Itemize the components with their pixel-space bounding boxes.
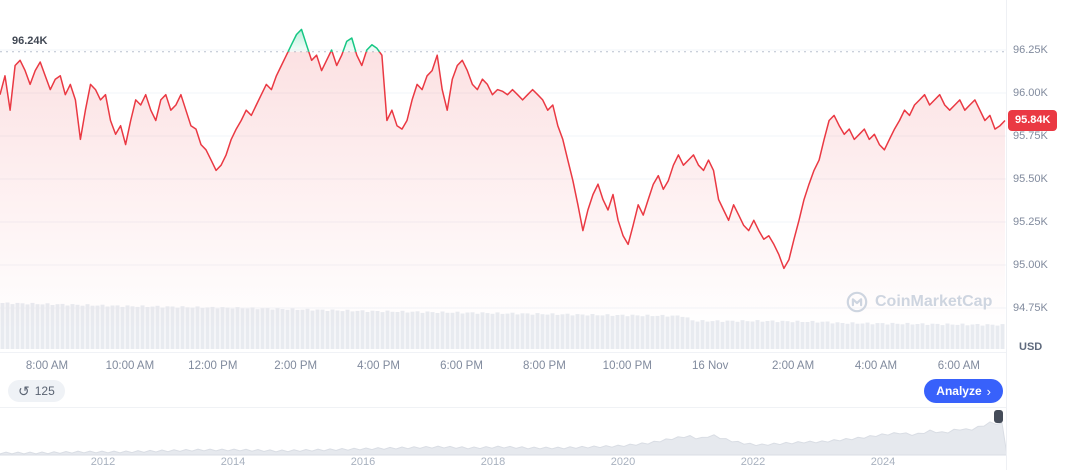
timeline-year-label: 2020	[610, 456, 636, 468]
time-axis-label: 10:00 AM	[105, 360, 155, 372]
y-axis-label: 94.75K	[1013, 302, 1048, 314]
time-axis-label: 2:00 PM	[274, 360, 318, 372]
y-axis-unit-label: USD	[1019, 341, 1043, 353]
timeline-minichart	[0, 421, 1007, 456]
time-axis-label: 2:00 AM	[771, 360, 815, 372]
timeline-year-label: 2014	[220, 456, 246, 468]
time-axis-label: 4:00 AM	[854, 360, 898, 372]
timeline-year-label: 2018	[480, 456, 506, 468]
timeline-scrubber[interactable]: 2012 2014 2016 2018 2020 2022 2024	[0, 407, 1007, 470]
history-count: 125	[34, 384, 55, 398]
y-axis-label: 96.00K	[1013, 87, 1048, 99]
history-count-badge[interactable]: ↺ 125	[8, 380, 65, 402]
price-line	[0, 51, 1006, 270]
time-axis-label: 6:00 AM	[937, 360, 980, 372]
current-price-flag: 95.84K	[1008, 110, 1058, 132]
timeline-year-label: 2016	[350, 456, 376, 468]
timeline-year-label: 2024	[870, 456, 896, 468]
time-axis-label: 10:00 PM	[602, 360, 652, 372]
price-area-fill	[0, 51, 1005, 349]
y-axis-label: 96.25K	[1013, 44, 1048, 56]
timeline-year-label: 2012	[90, 456, 116, 468]
price-chart[interactable]	[0, 0, 1007, 355]
time-axis-label: 4:00 PM	[357, 360, 400, 372]
time-axis-label: 8:00 PM	[522, 360, 566, 372]
y-axis-label: 95.75K	[1013, 130, 1048, 142]
history-area	[0, 421, 1007, 456]
watermark: CoinMarketCap	[846, 291, 992, 313]
time-axis-label: 12:00 PM	[188, 360, 238, 372]
chevron-right-icon: ›	[986, 383, 991, 399]
time-axis-label: 6:00 PM	[440, 360, 483, 372]
timeline-year-label: 2022	[740, 456, 766, 468]
price-area-fill-above-open	[288, 29, 380, 52]
y-axis-label: 95.25K	[1013, 216, 1048, 228]
analyze-button[interactable]: Analyze ›	[924, 379, 1003, 403]
brush-handle[interactable]	[994, 410, 1003, 423]
y-axis-label: 95.50K	[1013, 173, 1048, 185]
y-axis-label: 95.00K	[1013, 259, 1048, 271]
coinmarketcap-logo-icon	[846, 291, 868, 313]
open-price-label: 96.24K	[12, 34, 48, 47]
time-axis-label: 16 Nov	[691, 360, 729, 372]
analyze-label: Analyze	[936, 384, 982, 398]
history-icon: ↺	[18, 383, 30, 399]
time-axis-label: 8:00 AM	[25, 360, 69, 372]
watermark-text: CoinMarketCap	[875, 293, 993, 310]
axis-divider	[1006, 0, 1007, 470]
